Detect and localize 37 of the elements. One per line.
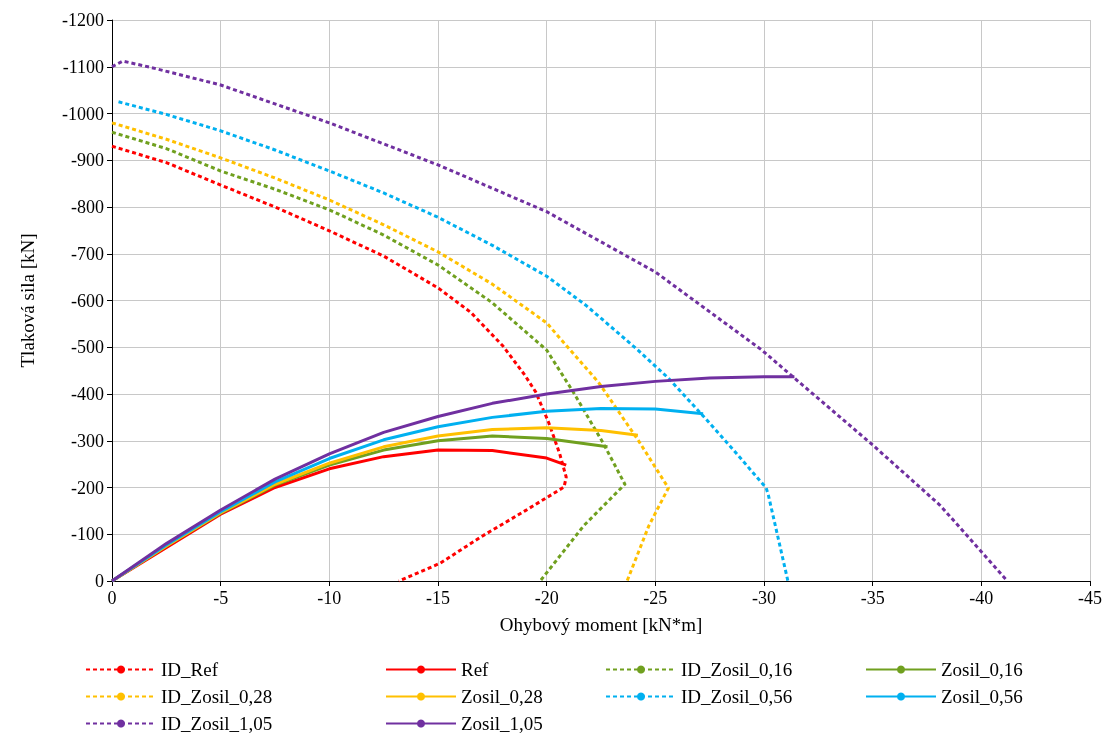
y-tick-label: -1000 xyxy=(62,103,104,124)
legend-label: Zosil_0,56 xyxy=(941,686,1023,707)
legend-label: ID_Zosil_0,28 xyxy=(161,686,273,707)
y-tick-label: -800 xyxy=(71,197,104,217)
x-tick-label: -5 xyxy=(213,588,229,608)
x-tick-label: -35 xyxy=(860,588,885,608)
x-tick-label: -25 xyxy=(643,588,668,608)
y-tick-label: -900 xyxy=(71,150,104,171)
y-tick-label: -700 xyxy=(71,243,104,264)
y-tick-label: -500 xyxy=(71,337,104,358)
x-tick-label: -20 xyxy=(534,588,559,608)
line-series xyxy=(110,59,1009,583)
y-tick-label: -1200 xyxy=(62,10,104,30)
x-tick-label: -10 xyxy=(317,588,342,608)
legend-label: ID_Zosil_0,16 xyxy=(681,659,793,680)
y-tick-label: -200 xyxy=(71,477,104,498)
x-tick-label: -30 xyxy=(752,588,776,608)
legend-label: Zosil_0,16 xyxy=(941,659,1023,680)
x-tick-label: -40 xyxy=(969,588,994,608)
y-tick-label: -100 xyxy=(71,524,104,545)
legend-label: ID_Zosil_1,05 xyxy=(161,713,273,734)
y-tick-label: 0 xyxy=(95,571,104,591)
x-tick-label: 0 xyxy=(107,588,117,608)
legend-label: Ref xyxy=(461,659,490,680)
legend-label: ID_Ref xyxy=(161,659,219,680)
y-tick-label: -600 xyxy=(71,290,104,311)
legend-label: Zosil_1,05 xyxy=(461,713,543,734)
x-axis-title: Ohybový moment [kN*m] xyxy=(499,614,703,635)
line-series xyxy=(117,100,790,583)
y-tick-label: -1100 xyxy=(62,56,104,77)
y-axis-title: Tlaková sila [kN] xyxy=(17,233,38,368)
legend-label: ID_Zosil_0,56 xyxy=(681,686,793,707)
x-tick-label: -15 xyxy=(426,588,450,608)
y-tick-label: -400 xyxy=(71,384,104,404)
y-tick-label: -300 xyxy=(71,430,104,451)
legend-label: Zosil_0,28 xyxy=(461,686,543,707)
x-tick-label: -45 xyxy=(1078,588,1102,608)
